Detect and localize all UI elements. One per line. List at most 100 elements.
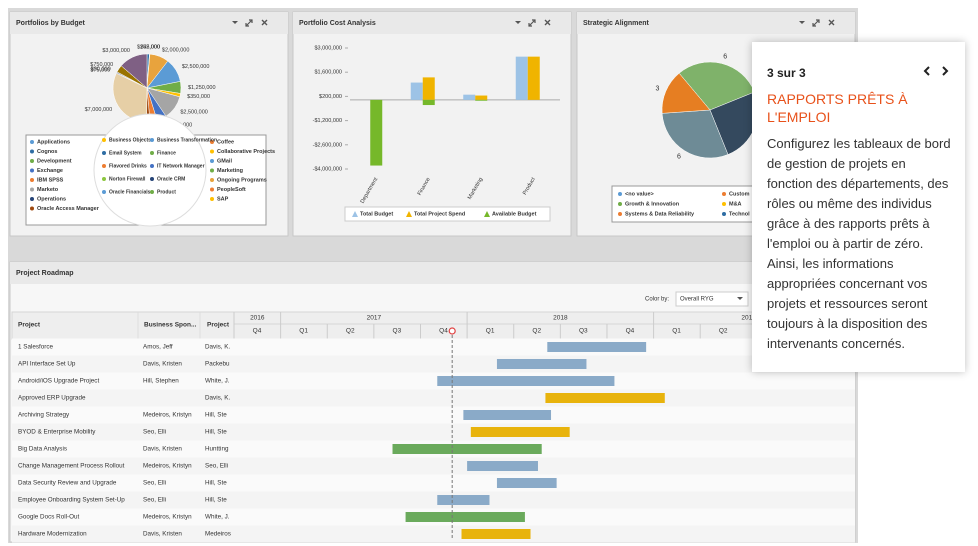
close-icon[interactable] [828,19,835,26]
project-name: Big Data Analysis [18,446,67,453]
pie-slice [678,61,755,111]
collapse-icon[interactable] [515,21,521,24]
legend-swatch [30,168,34,173]
legend-label: PeopleSoft [217,187,246,193]
legend-label: SAP [217,196,229,202]
collapse-icon[interactable] [232,21,238,24]
expand-icon[interactable] [245,19,253,27]
popup-counter: 3 sur 3 [767,66,806,80]
magnifier [93,113,207,227]
legend-swatch [102,164,106,168]
year-label: 2017 [367,315,382,322]
year-label: 2019 [741,315,756,322]
legend-swatch [102,190,106,194]
widget-title: Project Roadmap [16,270,74,277]
project-name: Employee Onboarding System Set-Up [18,497,125,504]
color-by-value: Overall RYG [680,297,714,303]
expand-icon[interactable] [528,19,536,27]
pie-label: 3 [655,85,659,92]
pie-label: $2,500,000 [180,109,208,115]
sponsor: Seo, Elli [143,497,166,504]
color-by-select[interactable] [675,291,749,307]
gantt-bar [405,512,525,522]
widget-header [10,12,288,34]
legend-swatch [210,159,214,163]
pie-label: $252,000 [137,44,160,50]
project-name: Google Docs Roll-Out [18,514,79,521]
legend-label: Collaborative Projects [217,149,275,155]
sponsor: Davis, Kristen [143,446,182,453]
sponsor: Medeiros, Kristyn [143,463,192,470]
legend-swatch [102,177,106,181]
popup-body: Configurez les tableaux de bord de gesti… [767,136,951,351]
manager: Hill, Ste [205,412,227,419]
today-marker [448,327,456,335]
quarter-label: Q3 [579,328,588,335]
legend-swatch [210,149,214,154]
quarter-label: Q2 [719,328,728,335]
y-tick-label: $200,000 [319,94,342,100]
legend-label: M&A [729,201,742,207]
table-row [12,406,855,424]
legend-swatch [30,187,34,192]
project-name: Hardware Modernization [18,531,87,538]
table-row [12,372,855,390]
y-tick-label: -$4,000,000 [313,166,342,172]
color-by-label: Color by: [645,297,669,303]
legend-label: Cognos [37,149,57,155]
legend-label: <no value> [625,191,654,197]
pie-label: $1,250,000 [188,85,216,91]
quarter-label: Q4 [626,328,635,335]
gantt-bar [545,393,665,403]
bar [422,77,435,100]
legend-label: Exchange [37,168,63,174]
manager: Hill, Ste [205,497,227,504]
legend-swatch [210,187,214,192]
legend-swatch [618,212,622,216]
legend-swatch [722,192,726,196]
legend-swatch [102,138,106,142]
legend-label: Systems & Data Reliability [625,211,695,217]
widget-title: Portfolios by Budget [16,20,86,27]
bar [475,95,488,100]
sponsor: Amos, Jeff [143,344,173,351]
legend-label: Total Project Spend [414,211,465,217]
prev-button[interactable] [923,66,930,76]
widget-title: Portfolio Cost Analysis [299,20,376,27]
legend-swatch [352,211,358,217]
legend-label: IT Network Manager [157,163,205,169]
pie-slice [661,72,711,114]
quarter-label: Q4 [439,328,448,335]
legend-swatch [30,206,34,211]
legend-label: IBM SPSS [37,177,64,183]
widget-header [577,12,855,34]
pie-label: $2,500,000 [182,64,210,70]
quarter-label: Q2 [346,328,355,335]
legend-swatch [722,202,726,206]
project-name: Archiving Strategy [18,412,70,419]
expand-icon[interactable] [812,19,820,27]
table-row [12,423,855,441]
gantt-bar [496,478,557,488]
manager: White, J. [205,514,230,521]
legend-label: Growth & Innovation [625,201,680,207]
y-tick-label: $3,000,000 [314,45,342,51]
legend-label: Product [157,189,176,195]
manager: Medeiros [205,531,231,538]
gantt-bar [437,495,490,505]
legend-label: Ongoing Programs [217,177,267,183]
next-button[interactable] [942,66,949,76]
collapse-icon[interactable] [799,21,805,24]
close-icon[interactable] [261,19,268,26]
sponsor: Hill, Stephen [143,378,179,385]
legend-box [344,206,551,222]
legend-swatch [210,168,214,173]
tour-popup: 3 sur 3 RAPPORTS PRÊTS À L'EMPLOI Config… [752,42,965,372]
legend-swatch [150,138,154,142]
project-name: API Interface Set Up [18,361,76,368]
legend-label: Oracle Access Manager [37,206,100,212]
bar [422,99,435,106]
quarter-label: Q3 [393,328,402,335]
close-icon[interactable] [544,19,551,26]
